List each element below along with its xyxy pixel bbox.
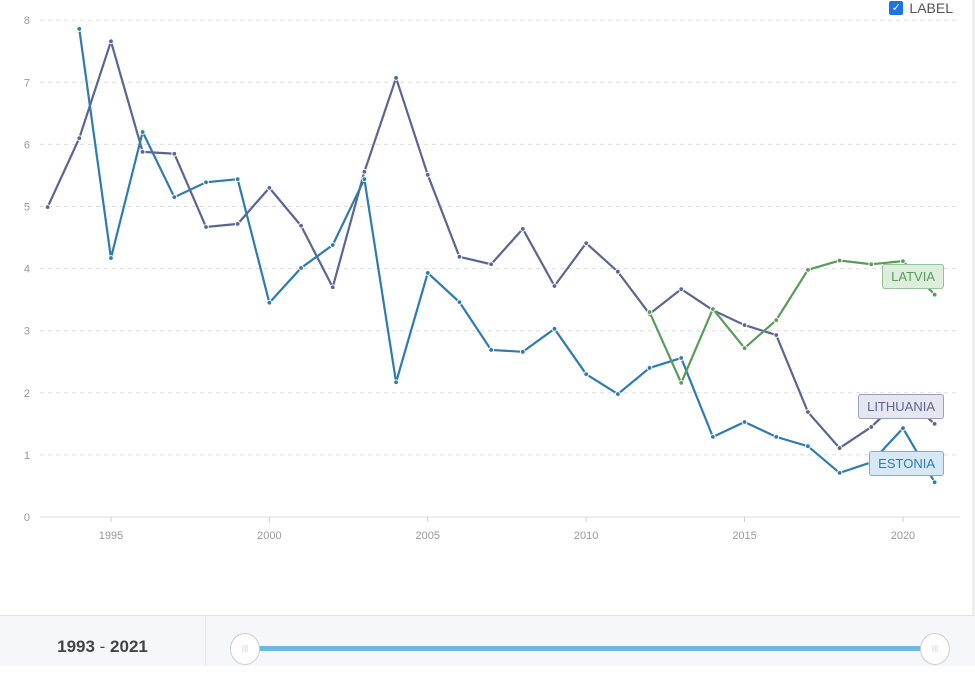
series-label-lithuania: LITHUANIA (858, 394, 944, 419)
data-point (393, 75, 399, 81)
data-point (171, 194, 178, 201)
data-point (931, 420, 938, 427)
x-tick-label: 2010 (574, 530, 598, 542)
data-point (709, 306, 716, 312)
data-point (424, 270, 431, 276)
data-point (76, 25, 83, 32)
data-point (741, 345, 748, 351)
data-point (709, 433, 716, 440)
data-point (868, 424, 875, 430)
data-point (741, 322, 748, 329)
data-point (488, 261, 495, 268)
data-point (44, 204, 51, 211)
data-point (805, 409, 811, 415)
label-toggle-text: LABEL (909, 0, 953, 16)
data-point (900, 258, 906, 265)
data-point (583, 371, 590, 378)
range-text: 1993 - 2021 (0, 616, 206, 666)
range-end-handle[interactable]: ||| (920, 633, 950, 665)
y-tick-label: 8 (24, 15, 30, 27)
range-start-handle[interactable]: ||| (230, 633, 260, 665)
data-point (805, 443, 811, 450)
data-point (646, 309, 653, 315)
x-tick-label: 2015 (732, 530, 756, 542)
data-point (836, 257, 843, 264)
data-point (678, 286, 685, 292)
y-tick-label: 0 (24, 512, 30, 524)
data-point (519, 348, 526, 355)
series-line-estonia (78, 28, 936, 483)
data-point (614, 268, 621, 275)
y-tick-label: 6 (24, 139, 30, 151)
data-point (393, 379, 399, 386)
data-point (836, 470, 843, 476)
data-point (234, 220, 241, 227)
data-point (836, 445, 843, 451)
data-point (139, 129, 146, 135)
series-label-estonia: ESTONIA (869, 451, 944, 476)
data-point (361, 168, 368, 175)
y-tick-label: 5 (24, 202, 30, 214)
data-point (931, 479, 938, 486)
label-toggle[interactable]: ✓ LABEL (889, 0, 953, 16)
y-tick-label: 1 (24, 450, 30, 462)
data-point (614, 391, 621, 397)
data-point (108, 38, 114, 45)
x-tick-label: 2005 (416, 530, 440, 542)
data-point (551, 325, 558, 332)
data-point (329, 242, 336, 248)
data-point (266, 184, 273, 191)
data-point (583, 240, 590, 247)
data-point (931, 291, 938, 298)
y-tick-label: 7 (24, 77, 30, 89)
data-point (361, 176, 368, 183)
range-slider-track[interactable] (246, 646, 935, 651)
data-point (773, 433, 780, 440)
checkbox-checked-icon[interactable]: ✓ (889, 1, 904, 15)
data-point (298, 265, 304, 271)
y-tick-label: 4 (24, 264, 30, 276)
data-point (773, 317, 780, 324)
series-line-lithuania (46, 37, 936, 450)
data-point (329, 284, 336, 291)
series-label-latvia: LATVIA (882, 264, 944, 289)
data-point (203, 179, 209, 186)
data-point (203, 224, 209, 230)
x-tick-label: 2000 (257, 530, 281, 542)
x-tick-label: 1995 (99, 530, 123, 542)
line-chart: 0 1 2 3 4 5 6 7 8 1995 2000 2005 2010 2015 2020 (24, 15, 960, 542)
data-point (646, 365, 653, 371)
data-point (76, 135, 83, 142)
data-point (805, 266, 811, 273)
data-point (266, 299, 273, 306)
data-point (456, 253, 463, 260)
data-point (900, 425, 906, 432)
data-point (678, 379, 685, 386)
data-point (456, 299, 463, 306)
y-tick-label: 3 (24, 326, 30, 338)
data-point (108, 255, 114, 261)
data-point (234, 176, 241, 183)
data-point (139, 148, 146, 155)
scrollbar-edge (972, 0, 975, 615)
data-point (741, 419, 748, 425)
data-point (678, 355, 685, 361)
data-point (488, 347, 495, 353)
data-point (519, 225, 526, 232)
data-point (171, 150, 178, 157)
data-point (551, 283, 558, 289)
data-point (773, 332, 780, 338)
time-range-bar: 1993 - 2021 ||| ||| (0, 615, 975, 666)
series-line-latvia (648, 259, 936, 386)
y-tick-label: 2 (24, 388, 30, 400)
data-point (868, 261, 875, 268)
data-point (298, 222, 304, 229)
x-tick-label: 2020 (891, 530, 915, 542)
data-point (424, 171, 431, 178)
